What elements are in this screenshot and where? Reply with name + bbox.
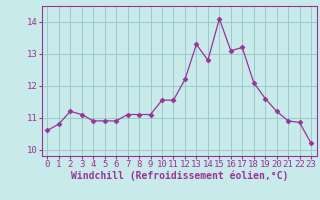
X-axis label: Windchill (Refroidissement éolien,°C): Windchill (Refroidissement éolien,°C) (70, 171, 288, 181)
